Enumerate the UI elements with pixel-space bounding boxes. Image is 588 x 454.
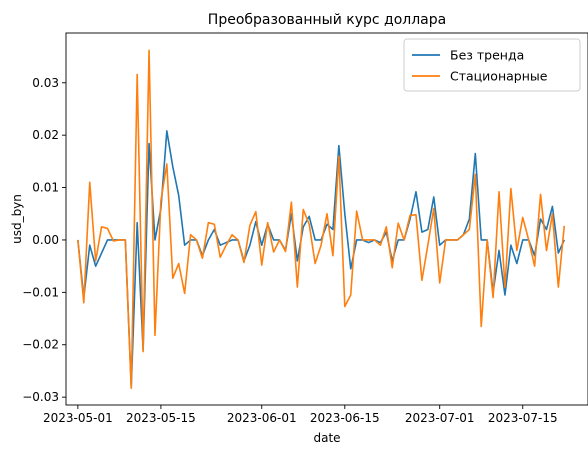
legend: Без тренда Стационарные	[403, 38, 581, 92]
y-tick-label: −0.03	[22, 390, 59, 404]
axes-frame	[65, 32, 588, 406]
x-tick-label: 2023-06-01	[227, 411, 297, 425]
x-tick-label: 2023-05-15	[126, 411, 196, 425]
x-tick-label: 2023-05-01	[43, 411, 113, 425]
x-tick-label: 2023-06-15	[310, 411, 380, 425]
y-tick-label: 0.00	[32, 233, 59, 247]
y-tick-label: −0.01	[22, 285, 59, 299]
x-tick-label: 2023-07-01	[405, 411, 475, 425]
chart-title: Преобразованный курс доллара	[208, 12, 446, 28]
x-axis-label: date	[313, 431, 340, 445]
y-tick-label: 0.02	[32, 128, 59, 142]
series-line-1	[77, 130, 565, 388]
legend-label-2: Стационарные	[450, 69, 548, 84]
plot-area: −0.03 −0.02 −0.01 0.00 0.01 0.02 0.03 2023-05-0…	[22, 32, 588, 425]
y-tick-label: 0.01	[32, 181, 59, 195]
legend-label-1: Без тренда	[450, 48, 524, 63]
x-tick-label: 2023-07-15	[488, 411, 558, 425]
series-line-2	[77, 49, 566, 390]
y-tick-label: −0.02	[22, 338, 59, 352]
legend-box	[403, 38, 581, 92]
y-axis-label: usd_byn	[10, 194, 24, 244]
y-tick-label: 0.03	[32, 76, 59, 90]
